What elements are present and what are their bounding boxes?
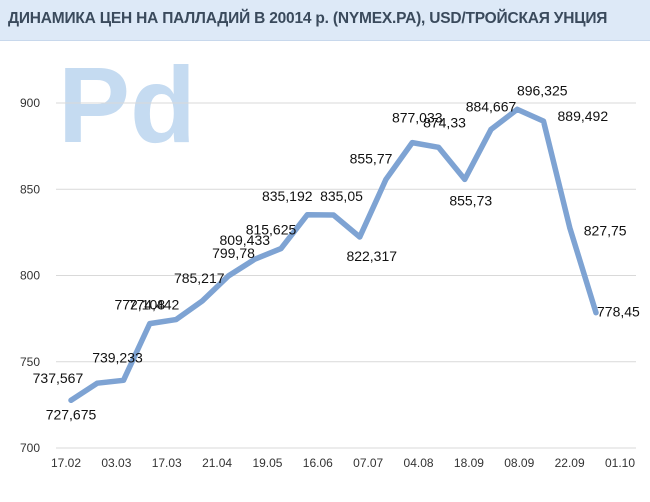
title-bar: ДИНАМИКА ЦЕН НА ПАЛЛАДИЙ В 20014 р. (NYM… (0, 0, 650, 41)
data-label: 737,567 (33, 370, 84, 386)
chart-title: ДИНАМИКА ЦЕН НА ПАЛЛАДИЙ В 20014 р. (NYM… (8, 10, 608, 27)
data-point (199, 298, 205, 304)
data-label: 855,77 (350, 150, 393, 166)
data-label: 822,317 (346, 248, 397, 264)
x-tick-label: 17.03 (152, 456, 182, 470)
data-label: 739,233 (92, 349, 143, 365)
series-group (68, 106, 599, 404)
data-point (121, 377, 126, 383)
data-label: 896,325 (517, 82, 568, 98)
y-tick-label: 700 (20, 441, 40, 455)
data-point (541, 118, 546, 124)
data-point (383, 176, 389, 182)
data-point (567, 225, 573, 231)
data-point (331, 212, 336, 218)
data-label: 827,75 (584, 223, 627, 239)
x-tick-label: 16.06 (303, 456, 333, 470)
data-label: 809,433 (219, 232, 270, 248)
y-axis-ticks: 700 750 800 850 900 (20, 96, 40, 455)
data-point (94, 380, 100, 386)
data-point (226, 273, 231, 279)
data-label: 884,667 (466, 98, 517, 114)
data-label: 877,033 (392, 110, 443, 126)
data-label: 785,217 (174, 270, 225, 286)
x-axis-ticks: 17.02 03.03 17.03 21.04 19.05 16.06 07.07 04.08… (51, 456, 635, 470)
data-point (488, 126, 494, 132)
data-label: 774,442 (129, 297, 180, 313)
data-point (68, 397, 74, 403)
x-tick-label: 08.09 (504, 456, 534, 470)
data-point (278, 246, 284, 252)
data-point (462, 176, 468, 182)
data-point (252, 256, 258, 262)
data-point (304, 212, 310, 218)
data-point (409, 140, 415, 146)
x-tick-label: 07.07 (353, 456, 383, 470)
y-tick-label: 800 (20, 269, 40, 283)
data-label: 727,675 (46, 406, 97, 422)
x-tick-label: 01.10 (605, 456, 635, 470)
y-tick-label: 850 (20, 182, 40, 196)
x-tick-label: 22.09 (555, 456, 585, 470)
data-label: 889,492 (558, 108, 609, 124)
x-tick-label: 21.04 (202, 456, 232, 470)
data-label: 799,78 (212, 245, 255, 261)
data-point (147, 321, 153, 327)
y-tick-label: 750 (20, 355, 40, 369)
x-tick-label: 03.03 (101, 456, 131, 470)
data-label: 855,73 (449, 192, 492, 208)
x-tick-label: 19.05 (252, 456, 282, 470)
data-point (514, 106, 520, 112)
x-tick-label: 17.02 (51, 456, 81, 470)
grid-lines (56, 102, 636, 449)
x-tick-label: 18.09 (454, 456, 484, 470)
palladium-watermark: Pd (58, 44, 196, 165)
data-label: 835,05 (320, 188, 363, 204)
x-tick-label: 04.08 (404, 456, 434, 470)
data-label: 772,108 (114, 297, 165, 313)
data-label: 874,33 (423, 114, 466, 130)
data-label: 835,192 (262, 188, 313, 204)
data-label: 778,45 (597, 304, 640, 320)
data-label: 815,625 (246, 222, 297, 238)
data-point (593, 310, 599, 316)
y-tick-label: 900 (20, 96, 40, 110)
data-point (357, 234, 363, 240)
data-point (173, 317, 179, 323)
data-point (436, 144, 441, 150)
